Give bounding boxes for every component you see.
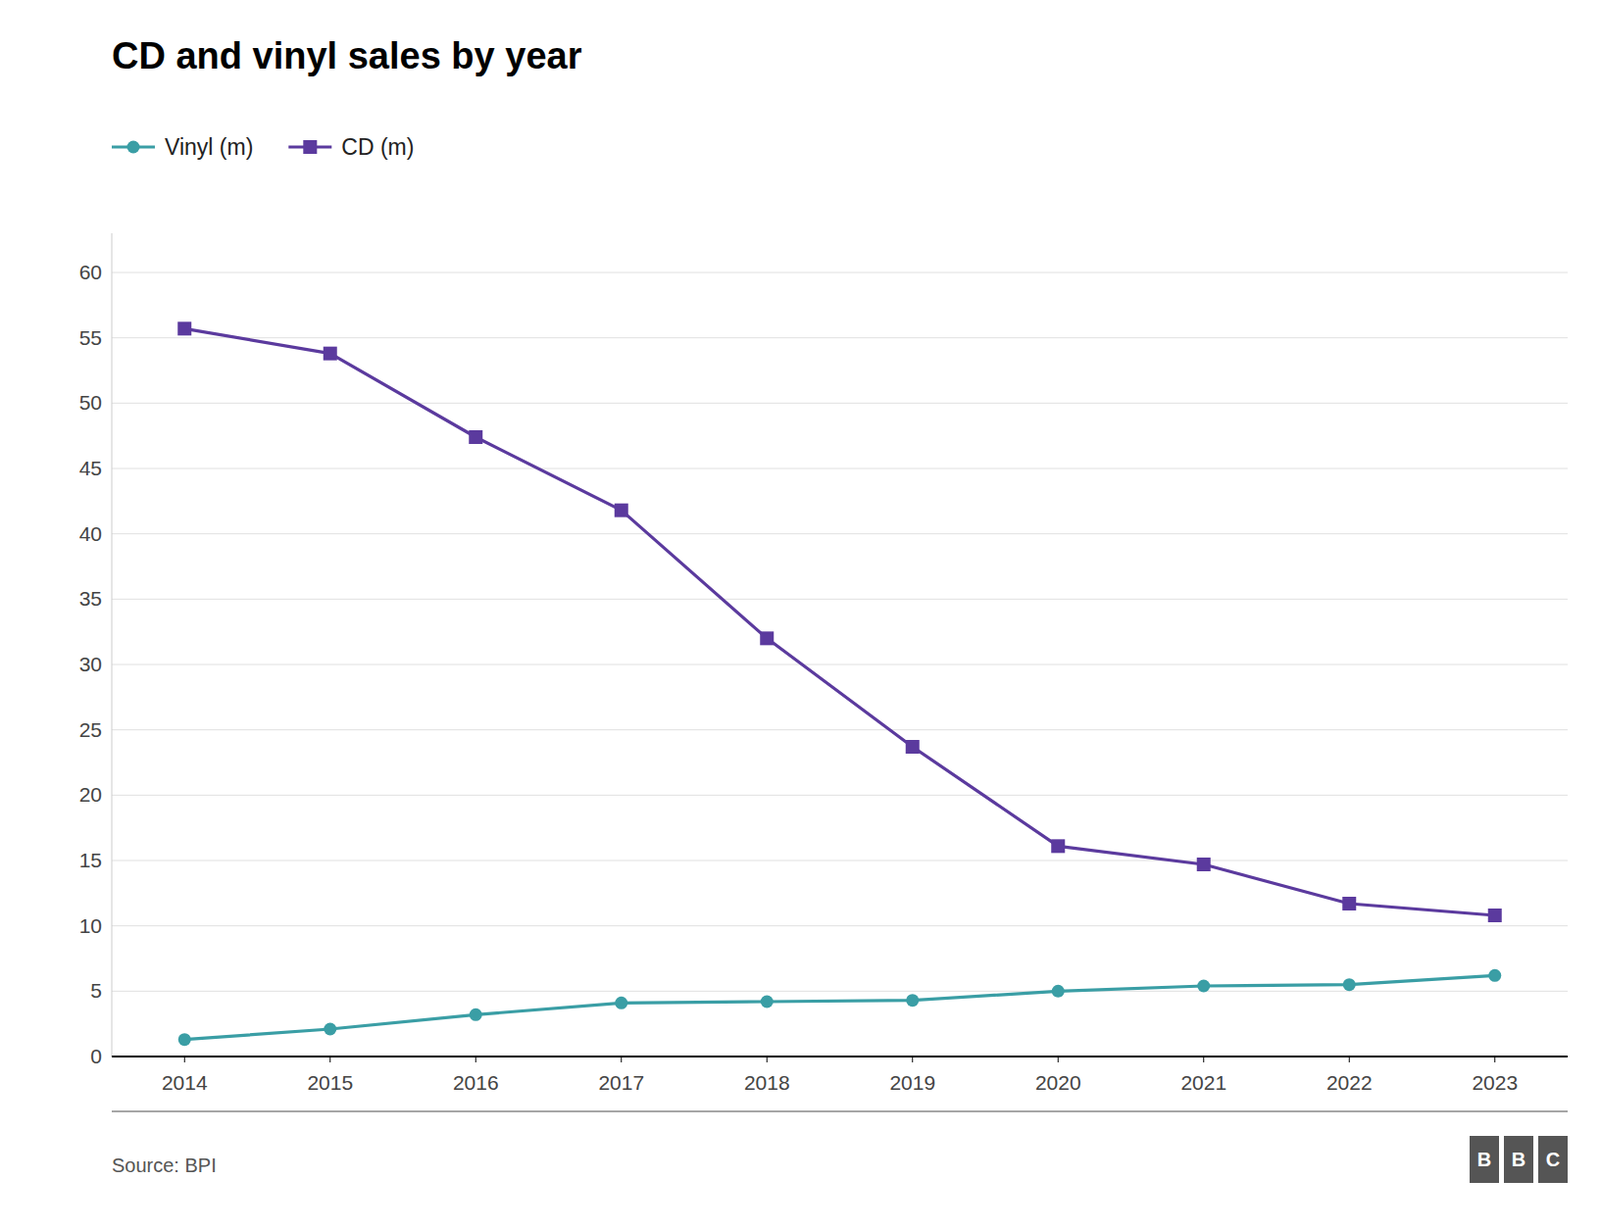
- legend-label: Vinyl (m): [164, 134, 253, 160]
- x-tick-label: 2016: [452, 1071, 500, 1095]
- point: [1197, 857, 1211, 872]
- x-axis-line: [111, 1055, 1568, 1058]
- point: [468, 430, 483, 445]
- y-tick-label: 50: [79, 391, 102, 414]
- grid-line: [111, 402, 1568, 404]
- grid-line: [111, 468, 1568, 470]
- title: CD and vinyl sales by year: [111, 35, 583, 77]
- legend-swatch-marker: [127, 141, 141, 154]
- series: [178, 969, 1502, 1047]
- x-tick-label: 2019: [889, 1071, 936, 1095]
- logo-letter: B: [1511, 1149, 1526, 1171]
- point: [1050, 839, 1065, 853]
- point: [1343, 978, 1356, 992]
- point: [1488, 969, 1501, 983]
- grid-line: [111, 533, 1568, 535]
- y-tick-label: 15: [79, 849, 102, 872]
- y-tick-label: 20: [79, 783, 102, 806]
- series-line: [184, 975, 1496, 1040]
- x-tick-label: 2023: [1471, 1071, 1518, 1095]
- grid-line: [111, 925, 1568, 927]
- y-tick-label: 30: [79, 652, 102, 676]
- logo-box: [1469, 1136, 1500, 1184]
- logo-box: [1503, 1136, 1534, 1184]
- point: [614, 997, 628, 1010]
- point: [178, 1033, 192, 1047]
- grid-line: [111, 272, 1568, 274]
- x-tick-label: 2022: [1326, 1071, 1373, 1095]
- grid-line: [111, 599, 1568, 600]
- logo-letter: B: [1477, 1149, 1492, 1171]
- y-tick-label: 0: [90, 1045, 102, 1068]
- y-tick-label: 5: [90, 979, 102, 1002]
- legend: Vinyl (m) CD (m): [111, 134, 414, 160]
- legend-swatch-marker: [302, 140, 317, 154]
- grid-line: [111, 664, 1568, 666]
- point: [1342, 897, 1356, 911]
- legend-label: CD (m): [341, 134, 414, 160]
- grid-line: [111, 860, 1568, 862]
- x-tick-label: 2020: [1035, 1071, 1082, 1095]
- y-axis-line: [111, 233, 113, 1057]
- grid-line: [111, 729, 1568, 731]
- y-tick-label: 25: [79, 718, 102, 742]
- point: [614, 503, 629, 518]
- point: [905, 994, 919, 1007]
- x-tick-label: 2017: [598, 1071, 645, 1095]
- legend-item: Vinyl (m): [111, 134, 253, 160]
- y-tick-label: 35: [79, 587, 102, 610]
- grid: [111, 272, 1568, 1057]
- grid-line: [111, 795, 1568, 797]
- y-tick-label: 45: [79, 456, 102, 480]
- x-tick-label: 2014: [161, 1071, 208, 1095]
- point: [1051, 985, 1065, 999]
- point: [323, 347, 338, 361]
- series-line: [184, 328, 1496, 916]
- point: [177, 321, 192, 336]
- point: [1197, 980, 1210, 994]
- series: [177, 321, 1502, 923]
- legend-item: CD (m): [288, 134, 414, 160]
- source: Source: BPI: [111, 1154, 217, 1177]
- point: [905, 740, 920, 754]
- separator: [111, 1110, 1568, 1113]
- point: [323, 1023, 337, 1037]
- point: [469, 1008, 483, 1022]
- point: [759, 631, 774, 646]
- grid-line: [111, 337, 1568, 339]
- x-tick-label: 2021: [1180, 1071, 1227, 1095]
- y-tick-label: 10: [79, 914, 102, 938]
- chart: CD and vinyl sales by year Vinyl (m) CD (m…: [0, 0, 1600, 1229]
- y-tick-label: 40: [79, 522, 102, 546]
- plot-area: [177, 321, 1502, 1047]
- point: [1488, 908, 1502, 923]
- logo-letter: C: [1546, 1149, 1560, 1171]
- logo: BBC: [1469, 1136, 1568, 1184]
- y-tick-label: 55: [79, 326, 102, 350]
- point: [760, 996, 774, 1009]
- grid-line: [111, 1056, 1568, 1058]
- y-tick-label: 60: [79, 260, 102, 284]
- x-tick-label: 2015: [306, 1071, 353, 1095]
- logo-box: [1538, 1136, 1568, 1184]
- x-tick-label: 2018: [744, 1071, 791, 1095]
- background: [0, 0, 1600, 1229]
